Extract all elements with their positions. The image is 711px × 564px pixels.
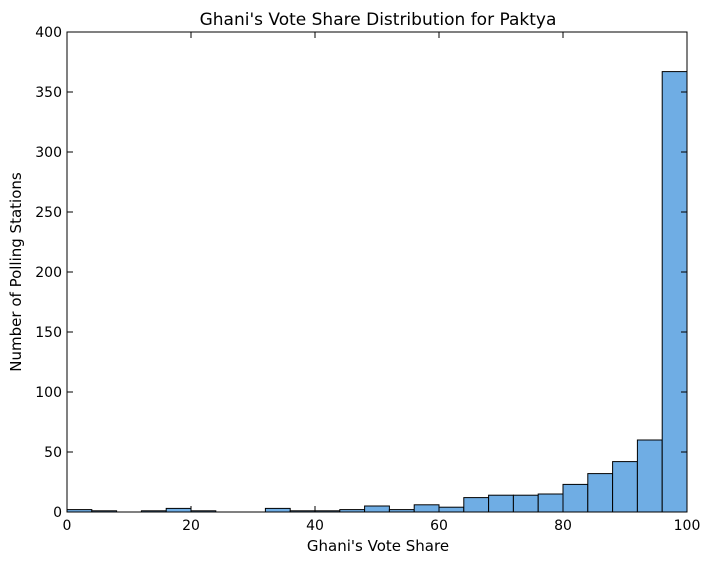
- histogram-bar: [413, 504, 440, 513]
- y-tick-label: 0: [53, 505, 62, 521]
- histogram-bar: [438, 506, 465, 513]
- histogram-bar: [587, 473, 614, 513]
- x-tick-label: 0: [63, 518, 72, 534]
- histogram-bar: [537, 493, 564, 513]
- histogram-bar: [612, 461, 638, 513]
- histogram-bar: [488, 494, 514, 513]
- y-tick-label: 250: [35, 205, 62, 221]
- y-tick-label: 300: [35, 145, 62, 161]
- x-tick-label: 100: [674, 518, 701, 534]
- histogram-bar: [165, 507, 192, 513]
- bars-layer: [66, 71, 688, 513]
- ticks-layer: 0 20 40 60 80 100 0 50 100 150 200 250 300 350 400: [35, 25, 700, 534]
- histogram-bar: [264, 507, 291, 513]
- histogram-bar: [636, 439, 663, 513]
- x-axis-label: Ghani's Vote Share: [307, 537, 449, 555]
- y-tick-label: 350: [35, 85, 62, 101]
- x-tick-label: 60: [430, 518, 448, 534]
- histogram-bar: [661, 71, 688, 513]
- plot-frame: [66, 31, 688, 513]
- y-tick-label: 100: [35, 385, 62, 401]
- histogram-bar: [562, 483, 589, 513]
- histogram-bar: [463, 497, 490, 513]
- x-tick-label: 40: [306, 518, 324, 534]
- histogram-bar: [364, 505, 390, 513]
- x-tick-label: 80: [554, 518, 572, 534]
- y-tick-label: 200: [35, 265, 62, 281]
- chart-title: Ghani's Vote Share Distribution for Pakt…: [200, 10, 557, 30]
- y-tick-label: 50: [44, 445, 62, 461]
- x-tick-label: 20: [182, 518, 200, 534]
- y-tick-label: 400: [35, 25, 62, 41]
- histogram-bar: [512, 494, 539, 513]
- y-tick-label: 150: [35, 325, 62, 341]
- y-axis-label: Number of Polling Stations: [7, 172, 25, 372]
